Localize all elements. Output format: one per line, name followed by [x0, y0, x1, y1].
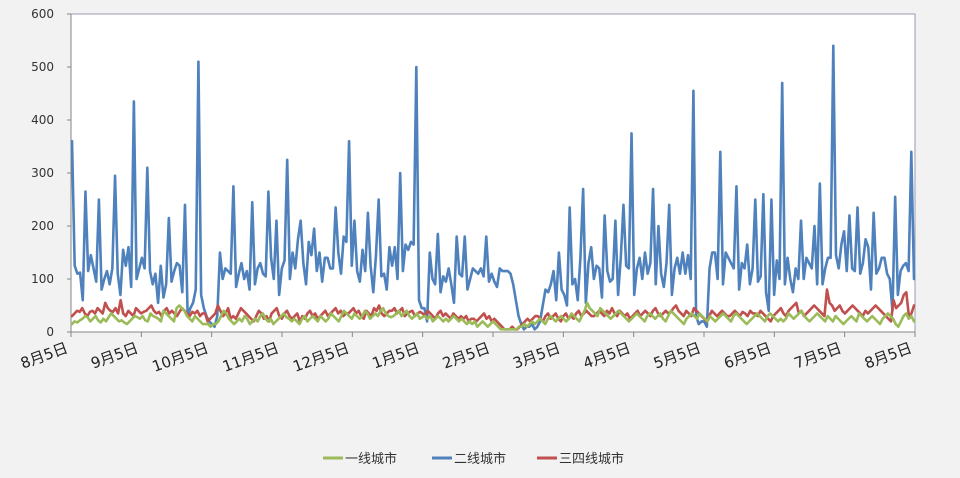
y-tick-label: 0	[46, 325, 54, 339]
legend-label: 三四线城市	[559, 451, 624, 467]
series-line	[70, 301, 916, 331]
y-tick-label: 500	[31, 60, 54, 74]
y-axis: 0 100 200 300 400 500 600	[31, 7, 72, 339]
y-tick-label: 600	[31, 7, 54, 21]
y-tick-label: 300	[31, 166, 54, 180]
y-tick-label: 200	[31, 219, 54, 233]
legend-label: 二线城市	[454, 451, 506, 467]
y-tick-label: 100	[31, 272, 54, 286]
series-layer	[70, 44, 916, 331]
y-tick-label: 400	[31, 113, 54, 127]
legend-label: 一线城市	[345, 451, 397, 467]
legend: 一线城市 二线城市 三四线城市	[323, 451, 624, 467]
